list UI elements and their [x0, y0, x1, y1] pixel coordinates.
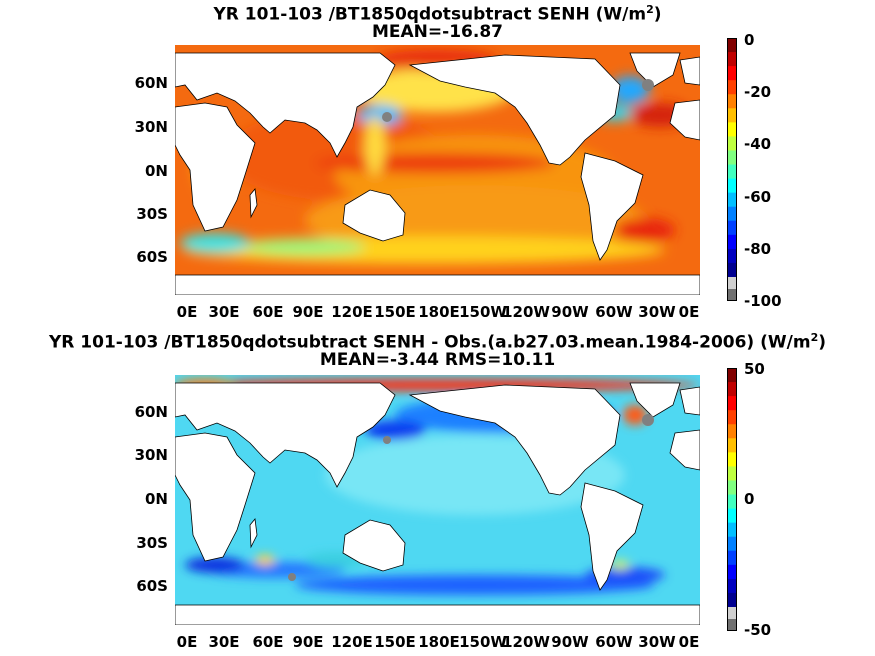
panel2-xtick: 150W	[459, 633, 507, 651]
panel1-ytick: 30N	[134, 118, 168, 136]
panel1-colorbar-tick: -60	[744, 188, 772, 206]
colorbar-swatch	[727, 536, 737, 552]
panel1-xtick: 180E	[418, 303, 460, 321]
panel1-title: YR 101-103 /BT1850qdotsubtract SENH (W/m…	[213, 3, 662, 25]
panel1-colorbar	[727, 38, 737, 301]
panel1-ytick: 60S	[136, 248, 168, 266]
panel1-ytick: 30S	[136, 205, 168, 223]
colorbar-swatch	[727, 480, 737, 496]
colorbar-swatch	[727, 508, 737, 524]
panel1-xtick: 0E	[678, 303, 700, 321]
colorbar-swatch	[727, 136, 737, 152]
panel2-missing-marker-3	[288, 573, 296, 581]
colorbar-swatch	[727, 607, 737, 619]
colorbar-swatch	[727, 578, 737, 594]
colorbar-swatch	[727, 550, 737, 566]
panel2-colorbar-tick: -50	[744, 621, 772, 639]
colorbar-swatch	[727, 396, 737, 411]
panel1-xtick: 90W	[551, 303, 589, 321]
panel2-ytick: 30N	[134, 446, 168, 464]
colorbar-swatch	[727, 368, 737, 383]
colorbar-swatch	[727, 619, 737, 631]
panel2-colorbar	[727, 368, 737, 631]
colorbar-swatch	[727, 192, 737, 208]
panel1-xtick: 0E	[176, 303, 198, 321]
panel2-ytick: 60N	[134, 403, 168, 421]
colorbar-swatch	[727, 108, 737, 123]
colorbar-swatch	[727, 80, 737, 95]
colorbar-swatch	[727, 262, 737, 278]
panel2-xtick: 90E	[292, 633, 324, 651]
colorbar-swatch	[727, 277, 737, 289]
colorbar-swatch	[727, 424, 737, 439]
panel1-xtick: 90E	[292, 303, 324, 321]
colorbar-swatch	[727, 494, 737, 510]
colorbar-swatch	[727, 164, 737, 180]
panel2-xtick: 60W	[595, 633, 633, 651]
panel2-xtick: 30W	[638, 633, 676, 651]
panel1-map	[175, 45, 700, 295]
panel1-xtick: 30W	[638, 303, 676, 321]
panel2-xtick: 180E	[418, 633, 460, 651]
panel1-colorbar-tick: -40	[744, 135, 772, 153]
panel1-xtick: 30E	[208, 303, 240, 321]
panel2-ytick: 0N	[145, 490, 168, 508]
panel2-xtick: 90W	[551, 633, 589, 651]
colorbar-border	[727, 38, 737, 301]
colorbar-swatch	[727, 52, 737, 67]
panel1-xtick: 150W	[459, 303, 507, 321]
colorbar-swatch	[727, 220, 737, 236]
panel2-subtitle: MEAN=-3.44 RMS=10.11	[319, 350, 556, 370]
panel2-missing-marker	[383, 436, 391, 444]
panel2-map	[175, 375, 700, 625]
colorbar-swatch	[727, 66, 737, 81]
colorbar-swatch	[727, 248, 737, 264]
colorbar-swatch	[727, 94, 737, 109]
panel2-xtick: 0E	[176, 633, 198, 651]
colorbar-swatch	[727, 522, 737, 538]
colorbar-swatch	[727, 438, 737, 453]
panel2-ytick: 30S	[136, 534, 168, 552]
colorbar-swatch	[727, 382, 737, 397]
panel2-xtick: 120E	[331, 633, 373, 651]
panel1-colorbar-tick: -20	[744, 83, 772, 101]
panel1-ytick: 60N	[134, 74, 168, 92]
colorbar-swatch	[727, 206, 737, 222]
colorbar-swatch	[727, 592, 737, 608]
colorbar-swatch	[727, 150, 737, 166]
panel2-title: YR 101-103 /BT1850qdotsubtract SENH - Ob…	[48, 331, 826, 353]
panel1-xtick: 150E	[374, 303, 416, 321]
panel1-xtick: 120W	[502, 303, 550, 321]
panel2-colorbar-tick: 0	[744, 490, 755, 508]
panel1-xtick: 120E	[331, 303, 373, 321]
panel2-missing-marker-2	[642, 414, 654, 426]
colorbar-swatch	[727, 466, 737, 482]
colorbar-swatch	[727, 178, 737, 194]
colorbar-swatch	[727, 452, 737, 468]
panel1-xtick: 60W	[595, 303, 633, 321]
panel1-missing-marker	[382, 112, 392, 122]
colorbar-swatch	[727, 289, 737, 301]
panel1-colorbar-tick: 0	[744, 31, 755, 49]
panel2-xtick: 120W	[502, 633, 550, 651]
panel1-xtick: 60E	[252, 303, 284, 321]
panel2-xtick: 0E	[678, 633, 700, 651]
colorbar-swatch	[727, 410, 737, 425]
panel2-xtick: 150E	[374, 633, 416, 651]
panel2-ytick: 60S	[136, 577, 168, 595]
panel2-colorbar-tick: 50	[744, 360, 765, 378]
panel1-subtitle: MEAN=-16.87	[372, 22, 503, 42]
colorbar-swatch	[727, 564, 737, 580]
panel1-ytick: 0N	[145, 162, 168, 180]
colorbar-swatch	[727, 234, 737, 250]
panel1-missing-marker-2	[642, 79, 654, 91]
colorbar-swatch	[727, 122, 737, 138]
colorbar-border	[727, 368, 737, 631]
panel1-colorbar-tick: -100	[744, 292, 782, 310]
panel2-xtick: 60E	[252, 633, 284, 651]
panel2-xtick: 30E	[208, 633, 240, 651]
panel1-colorbar-tick: -80	[744, 240, 772, 258]
colorbar-swatch	[727, 38, 737, 53]
